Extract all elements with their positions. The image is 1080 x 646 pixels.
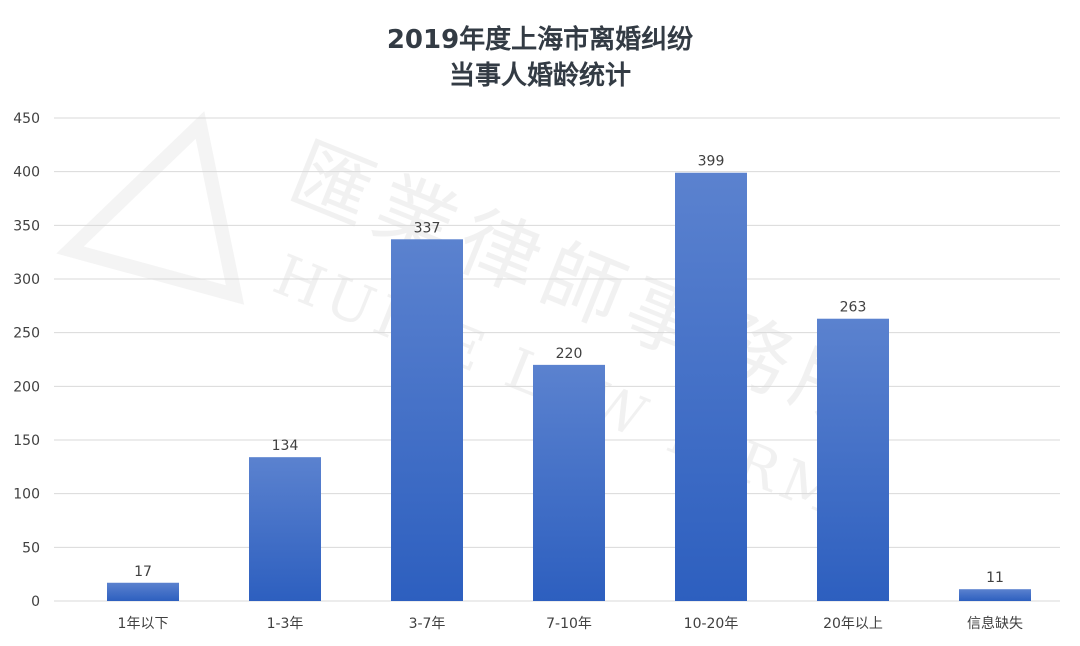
x-category-label: 信息缺失 — [967, 615, 1023, 632]
x-category-label: 20年以上 — [823, 616, 883, 632]
bar-value-label: 11 — [986, 570, 1004, 586]
bar-value-label: 17 — [134, 564, 152, 580]
bar-value-label: 220 — [556, 346, 583, 362]
x-category-label: 3-7年 — [409, 616, 446, 632]
y-tick-label: 300 — [13, 272, 40, 288]
y-tick-label: 250 — [13, 326, 40, 342]
data-labels: 17 134 337 220 399 263 11 — [134, 154, 1004, 586]
watermark-logo-shape — [56, 111, 245, 305]
y-tick-label: 150 — [13, 433, 40, 449]
x-category-label: 10-20年 — [684, 616, 739, 632]
watermark: 匯業律師事務所 HUIYE LAW FIRM — [56, 111, 897, 531]
chart-title: 2019年度上海市离婚纠纷 当事人婚龄统计 — [387, 24, 693, 91]
bar — [959, 589, 1031, 601]
x-category-label: 7-10年 — [546, 616, 592, 632]
bar-value-label: 134 — [272, 438, 299, 454]
chart-title-line-1: 2019年度上海市离婚纠纷 — [387, 24, 693, 55]
bar-value-label: 263 — [840, 300, 867, 316]
bar — [391, 239, 463, 601]
y-tick-label: 200 — [13, 379, 40, 395]
bar — [249, 457, 321, 601]
bar — [675, 172, 747, 602]
bar — [533, 364, 605, 601]
y-tick-label: 350 — [13, 218, 40, 234]
y-axis-tick-labels: 0 50 100 150 200 250 300 350 400 450 — [13, 111, 40, 610]
y-tick-label: 450 — [13, 111, 40, 127]
bar-value-label: 399 — [698, 154, 725, 170]
y-tick-label: 0 — [31, 594, 40, 610]
y-tick-label: 50 — [22, 540, 40, 556]
bar-value-label: 337 — [414, 220, 441, 236]
bars — [107, 172, 1031, 602]
y-tick-label: 400 — [13, 165, 40, 181]
y-tick-label: 100 — [13, 487, 40, 503]
chart-title-line-2: 当事人婚龄统计 — [449, 60, 631, 91]
x-category-label: 1-3年 — [267, 616, 304, 632]
x-category-label: 1年以下 — [118, 616, 169, 632]
x-axis-category-labels: 1年以下 1-3年 3-7年 7-10年 10-20年 20年以上 信息缺失 — [118, 615, 1023, 632]
bar — [107, 582, 179, 601]
bar — [817, 318, 889, 601]
